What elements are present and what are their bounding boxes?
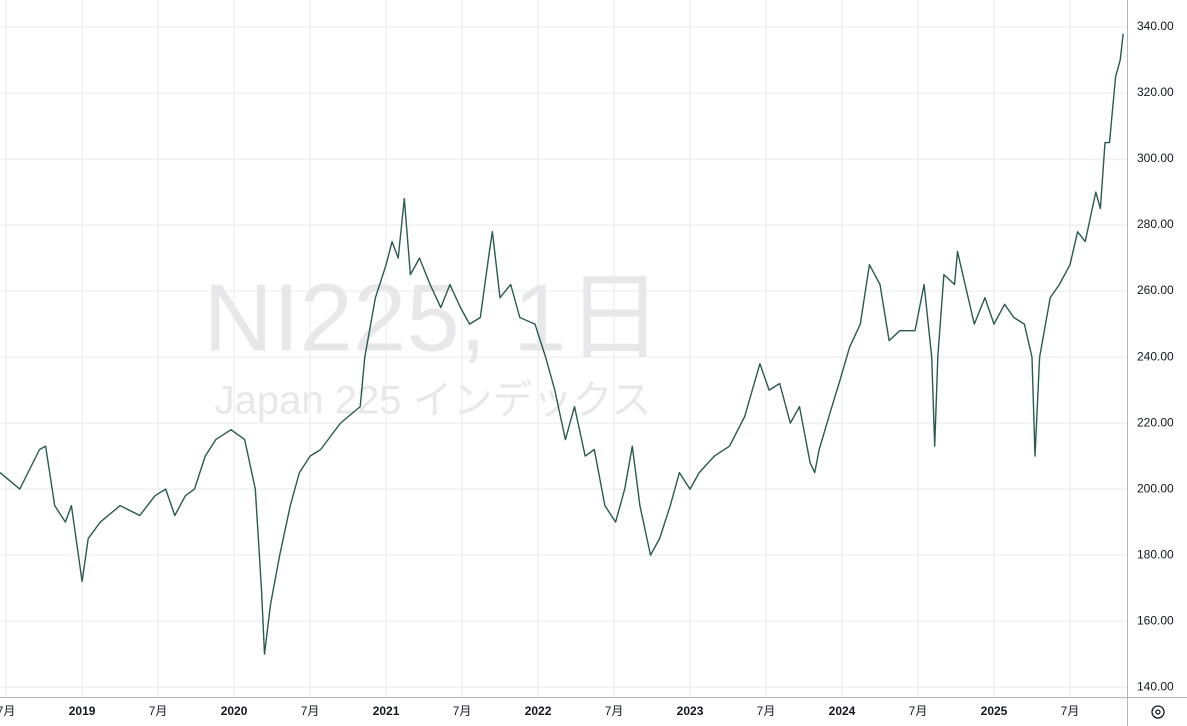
y-tick-label: 240.00 [1137,349,1174,363]
x-tick-label: 7月 [301,704,320,718]
price-line [0,33,1124,655]
y-tick-label: 320.00 [1137,85,1174,99]
y-tick-label: 260.00 [1137,283,1174,297]
x-tick-label: 2020 [221,704,248,718]
x-tick-label: 2022 [525,704,552,718]
x-tick-label: 2021 [373,704,400,718]
y-tick-label: 300.00 [1137,151,1174,165]
x-tick-label: 7月 [757,704,776,718]
y-tick-label: 160.00 [1137,613,1174,627]
y-tick-label: 340.00 [1137,19,1174,33]
x-tick-label: 2025 [981,704,1008,718]
y-tick-label: 280.00 [1137,217,1174,231]
x-tick-label: 7月 [149,704,168,718]
x-tick-label: 7月 [909,704,928,718]
y-tick-label: 140.00 [1137,679,1174,693]
y-tick-label: 220.00 [1137,415,1174,429]
watermark-subtitle: Japan 225 インデックス [215,379,652,423]
x-tick-label: 7月 [605,704,624,718]
x-tick-label: 7月 [1061,704,1080,718]
x-tick-label: 2024 [829,704,856,718]
x-tick-label: 7月 [453,704,472,718]
y-tick-label: 180.00 [1137,547,1174,561]
axis-labels: 140.00 160.00 180.00 200.00 220.00 240.00 260.… [0,19,1174,718]
settings-button[interactable] [1151,705,1165,719]
x-tick-label: 7月 [0,704,15,718]
x-tick-label: 2023 [677,704,704,718]
x-tick-label: 2019 [69,704,96,718]
y-tick-label: 200.00 [1137,481,1174,495]
watermark-title: NI225, 1日 [204,264,663,371]
